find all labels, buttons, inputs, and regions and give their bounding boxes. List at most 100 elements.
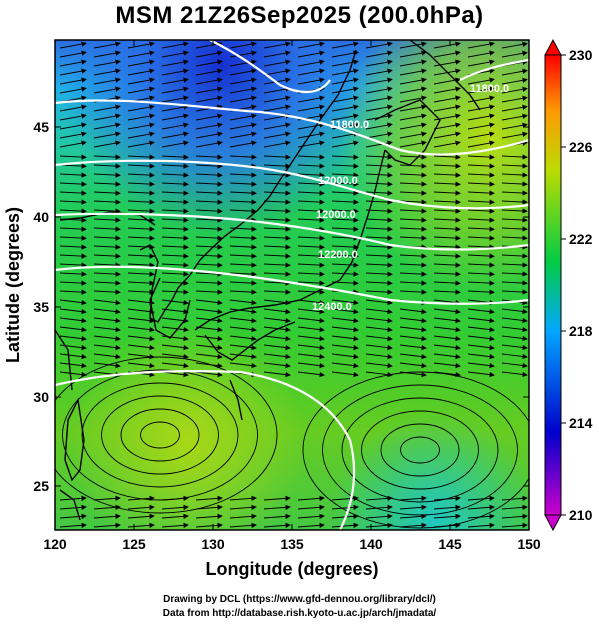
wind-arrow <box>365 163 393 169</box>
wind-arrow <box>297 513 325 520</box>
wind-arrow <box>161 122 189 130</box>
wind-arrow <box>399 353 427 360</box>
wind-arrow <box>161 172 189 178</box>
wind-arrow <box>161 235 189 241</box>
wind-arrow <box>93 41 121 49</box>
wind-arrow <box>263 131 291 139</box>
wind-arrow <box>501 172 528 178</box>
wind-arrow <box>93 353 121 360</box>
vortex-streamline <box>140 421 180 449</box>
wind-arrow <box>501 308 528 315</box>
wind-arrow <box>93 208 121 214</box>
wind-arrow <box>501 235 528 241</box>
wind-arrow <box>331 199 359 205</box>
wind-arrow <box>263 41 291 49</box>
wind-arrow <box>399 504 427 511</box>
wind-arrow <box>229 59 257 67</box>
wind-arrow <box>501 353 528 360</box>
wind-arrow <box>331 522 359 529</box>
wind-arrow <box>229 362 257 369</box>
wind-arrow <box>127 181 155 187</box>
wind-arrow <box>59 308 87 315</box>
wind-arrow <box>93 308 121 315</box>
wind-arrow <box>59 513 87 520</box>
vortex-streamline <box>322 384 518 516</box>
wind-arrow <box>297 317 325 324</box>
wind-arrow <box>59 131 87 139</box>
y-tick-label: 45 <box>33 119 49 135</box>
wind-arrow <box>433 244 461 250</box>
wind-arrow <box>195 113 223 121</box>
wind-arrow <box>161 522 189 529</box>
wind-arrow <box>331 154 359 160</box>
wind-arrow <box>399 86 427 94</box>
wind-arrow <box>501 262 528 268</box>
wind-arrow <box>59 77 87 85</box>
wind-arrow <box>263 308 291 315</box>
wind-arrow <box>127 172 155 178</box>
wind-arrow <box>127 122 155 130</box>
wind-arrow <box>331 335 359 342</box>
vortex-streamline <box>341 397 499 503</box>
wind-arrow <box>127 59 155 67</box>
wind-arrow <box>433 181 461 187</box>
wind-arrow <box>127 513 155 520</box>
wind-arrow <box>229 235 257 241</box>
vortex-streamline <box>380 423 460 477</box>
temperature-field <box>55 40 529 530</box>
wind-arrow <box>229 513 257 520</box>
wind-arrow <box>161 190 189 196</box>
wind-arrow <box>467 262 495 268</box>
wind-arrow <box>433 271 461 277</box>
wind-arrow <box>161 131 189 139</box>
wind-arrow <box>161 77 189 85</box>
wind-arrow <box>195 513 223 520</box>
wind-arrow <box>161 226 189 232</box>
wind-arrow <box>399 226 427 232</box>
wind-arrow <box>365 280 393 286</box>
wind-arrow <box>195 95 223 103</box>
wind-arrow <box>365 344 393 351</box>
wind-arrow <box>127 226 155 232</box>
wind-arrow <box>195 495 223 502</box>
wind-arrow <box>59 371 87 378</box>
wind-arrow <box>331 140 359 148</box>
wind-arrow <box>331 181 359 187</box>
wind-arrow <box>229 289 257 295</box>
x-tick-label: 135 <box>280 536 304 552</box>
wind-arrow <box>297 504 325 511</box>
wind-arrow <box>195 235 223 241</box>
wind-arrow <box>59 253 87 259</box>
tick-marks <box>55 40 529 530</box>
wind-arrow <box>399 513 427 520</box>
wind-arrow <box>399 104 427 112</box>
wind-arrow <box>93 86 121 94</box>
wind-arrow <box>467 235 495 241</box>
wind-arrow <box>127 50 155 58</box>
wind-arrow <box>365 522 393 529</box>
wind-arrow <box>331 299 359 306</box>
wind-arrow <box>297 253 325 259</box>
wind-arrow <box>331 217 359 223</box>
wind-arrow <box>161 199 189 205</box>
wind-arrow <box>433 495 461 502</box>
wind-arrow <box>433 504 461 511</box>
wind-arrow <box>433 299 461 306</box>
wind-arrow <box>365 289 393 295</box>
wind-arrow <box>195 353 223 360</box>
wind-arrow <box>433 280 461 286</box>
wind-arrow <box>433 199 461 205</box>
wind-arrow <box>501 41 528 49</box>
wind-arrow <box>127 308 155 315</box>
wind-arrow <box>365 59 393 67</box>
wind-arrow <box>297 495 325 502</box>
wind-arrow <box>365 41 393 49</box>
wind-arrow <box>195 199 223 205</box>
wind-arrow <box>297 68 325 76</box>
wind-arrow <box>501 371 528 378</box>
wind-arrow <box>195 163 223 169</box>
wind-arrow <box>93 154 121 160</box>
wind-arrow <box>195 217 223 223</box>
wind-arrow <box>59 181 87 187</box>
wind-arrow <box>127 163 155 169</box>
